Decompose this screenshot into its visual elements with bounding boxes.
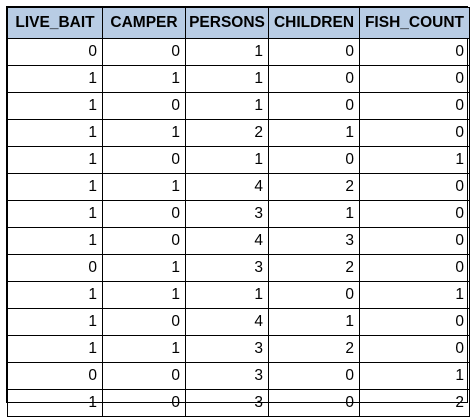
cell-persons: 3 <box>185 200 269 228</box>
cell-children: 0 <box>268 281 360 309</box>
cell-persons: 1 <box>185 92 269 120</box>
cell-persons: 1 <box>185 146 269 174</box>
cell-camper: 1 <box>102 65 186 93</box>
cell-live-bait: 0 <box>7 254 103 282</box>
cell-persons: 3 <box>185 254 269 282</box>
cell-children: 3 <box>268 227 360 255</box>
cell-live-bait: 1 <box>7 389 103 417</box>
cell-fish-count: 0 <box>359 38 470 66</box>
cell-children: 2 <box>268 173 360 201</box>
data-table-container: LIVE_BAIT CAMPER PERSONS CHILDREN FISH_C… <box>6 6 470 417</box>
column-header-children: CHILDREN <box>268 7 360 39</box>
cell-live-bait: 1 <box>7 92 103 120</box>
cell-fish-count: 1 <box>359 362 470 390</box>
column-header-persons: PERSONS <box>185 7 269 39</box>
cell-live-bait: 1 <box>7 173 103 201</box>
cell-camper: 0 <box>102 200 186 228</box>
cell-fish-count: 2 <box>359 389 470 417</box>
cell-live-bait: 0 <box>7 38 103 66</box>
cell-children: 1 <box>268 200 360 228</box>
cell-fish-count: 0 <box>359 254 470 282</box>
cell-live-bait: 1 <box>7 65 103 93</box>
cell-fish-count: 0 <box>359 227 470 255</box>
column-header-live-bait: LIVE_BAIT <box>7 7 103 39</box>
cell-fish-count: 0 <box>359 92 470 120</box>
cell-live-bait: 1 <box>7 281 103 309</box>
cell-camper: 0 <box>102 38 186 66</box>
header-row: LIVE_BAIT CAMPER PERSONS CHILDREN FISH_C… <box>7 7 470 39</box>
cell-fish-count: 1 <box>359 281 470 309</box>
cell-camper: 0 <box>102 227 186 255</box>
cell-children: 2 <box>268 254 360 282</box>
cell-persons: 3 <box>185 389 269 417</box>
cell-persons: 2 <box>185 119 269 147</box>
cell-live-bait: 1 <box>7 227 103 255</box>
column-header-fish-count: FISH_COUNT <box>359 7 470 39</box>
cell-children: 1 <box>268 119 360 147</box>
cell-camper: 1 <box>102 335 186 363</box>
cell-live-bait: 1 <box>7 119 103 147</box>
cell-fish-count: 0 <box>359 119 470 147</box>
cell-fish-count: 1 <box>359 146 470 174</box>
cell-camper: 0 <box>102 362 186 390</box>
cell-children: 0 <box>268 65 360 93</box>
column-header-camper: CAMPER <box>102 7 186 39</box>
cell-children: 2 <box>268 335 360 363</box>
cell-live-bait: 1 <box>7 200 103 228</box>
cell-persons: 4 <box>185 308 269 336</box>
cell-children: 0 <box>268 146 360 174</box>
cell-camper: 0 <box>102 146 186 174</box>
cell-persons: 4 <box>185 173 269 201</box>
cell-children: 0 <box>268 38 360 66</box>
cell-fish-count: 0 <box>359 200 470 228</box>
cell-camper: 1 <box>102 281 186 309</box>
cell-fish-count: 0 <box>359 65 470 93</box>
cell-camper: 0 <box>102 389 186 417</box>
cell-live-bait: 1 <box>7 308 103 336</box>
table-header: LIVE_BAIT CAMPER PERSONS CHILDREN FISH_C… <box>7 7 470 39</box>
cell-live-bait: 0 <box>7 362 103 390</box>
cell-camper: 1 <box>102 173 186 201</box>
cell-camper: 0 <box>102 92 186 120</box>
cell-children: 0 <box>268 92 360 120</box>
cell-children: 1 <box>268 308 360 336</box>
cell-persons: 3 <box>185 335 269 363</box>
cell-live-bait: 1 <box>7 146 103 174</box>
cell-camper: 1 <box>102 119 186 147</box>
cell-camper: 1 <box>102 254 186 282</box>
cell-persons: 4 <box>185 227 269 255</box>
cell-fish-count: 0 <box>359 335 470 363</box>
cell-persons: 1 <box>185 281 269 309</box>
cell-children: 0 <box>268 389 360 417</box>
cell-persons: 1 <box>185 65 269 93</box>
data-table: LIVE_BAIT CAMPER PERSONS CHILDREN FISH_C… <box>7 7 470 417</box>
cell-fish-count: 0 <box>359 308 470 336</box>
cell-live-bait: 1 <box>7 335 103 363</box>
cell-camper: 0 <box>102 308 186 336</box>
cell-fish-count: 0 <box>359 173 470 201</box>
cell-persons: 3 <box>185 362 269 390</box>
cell-persons: 1 <box>185 38 269 66</box>
cell-children: 0 <box>268 362 360 390</box>
